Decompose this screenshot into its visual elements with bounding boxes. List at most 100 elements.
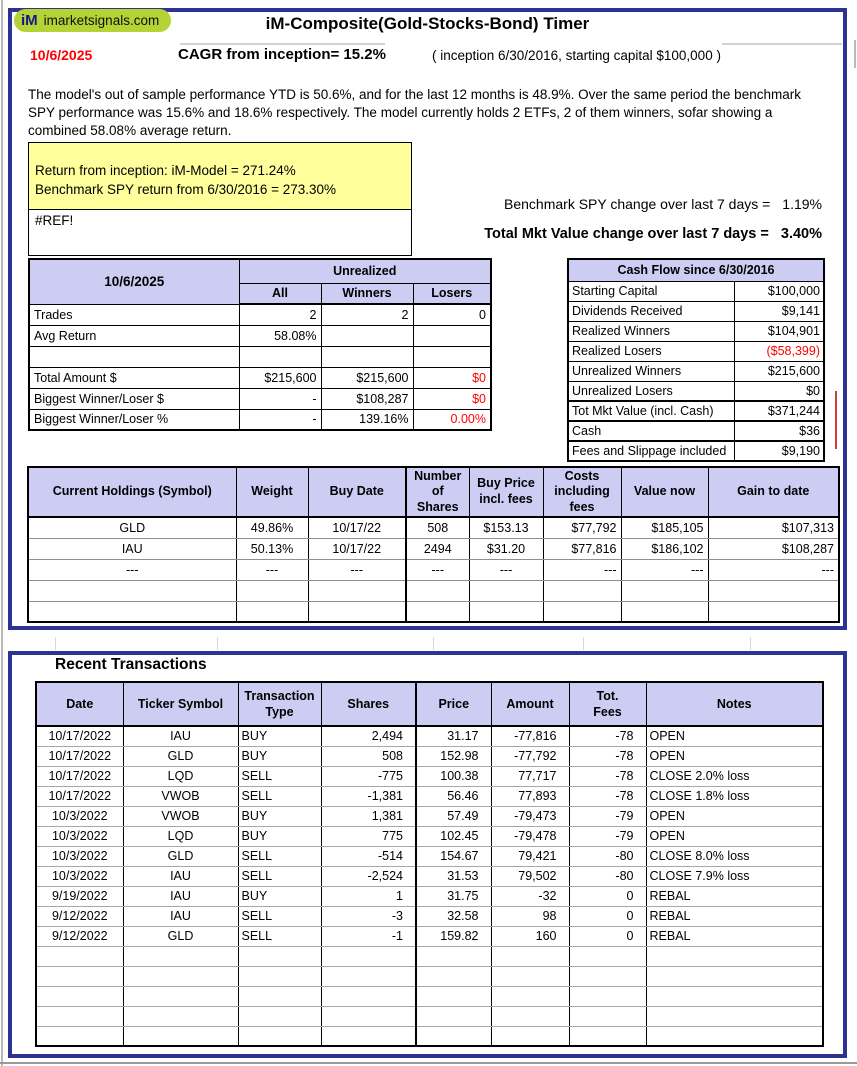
spy-7day-value: 1.19%: [782, 196, 822, 212]
table-row: 10/17/2022 LQD SELL -775 100.38 77,717 -78 CLOS…: [35, 765, 824, 787]
cell: -80: [568, 865, 647, 887]
inception-note: ( inception 6/30/2016, starting capital …: [432, 48, 721, 63]
cell-underline: [180, 43, 385, 45]
cell: REBAL: [645, 925, 824, 947]
cell: [707, 600, 840, 623]
cell: $215,600: [733, 360, 825, 382]
cell: OPEN: [645, 805, 824, 827]
window-bottom-edge: [0, 1062, 857, 1064]
table-row: --- --- --- --- --- --- --- ---: [27, 558, 840, 581]
cell: [320, 965, 417, 987]
cell: $186,102: [620, 537, 709, 560]
cell: -78: [568, 745, 647, 767]
table-row: IAU 50.13% 10/17/22 2494 $31.20 $77,816 $186,1…: [27, 537, 840, 560]
spy-7day-change: Benchmark SPY change over last 7 days = 1…: [400, 196, 822, 212]
cell: IAU: [27, 537, 237, 560]
cell: [645, 1005, 824, 1027]
cell: CLOSE 7.9% loss: [645, 865, 824, 887]
cell: OPEN: [645, 745, 824, 767]
col-header-type: Transaction Type: [237, 681, 322, 727]
table-row: 10/17/2022 IAU BUY 2,494 31.17 -77,816 -78 OPEN: [35, 725, 824, 747]
returns-highlight-box: Return from inception: iM-Model = 271.24…: [28, 142, 412, 210]
cell: [490, 1025, 570, 1047]
cell: 508: [320, 745, 417, 767]
cell: $107,313: [707, 516, 840, 539]
cell: [122, 985, 239, 1007]
cell: 79,502: [490, 865, 570, 887]
cell: $31.20: [468, 537, 544, 560]
top-report-panel: [8, 8, 847, 630]
cell: $9,190: [733, 440, 825, 462]
cell: $0: [412, 366, 492, 389]
cell: Realized Winners: [567, 320, 735, 342]
cell: 31.75: [415, 885, 492, 907]
cell: [415, 1005, 492, 1027]
cell: [122, 945, 239, 967]
cell: Realized Losers: [567, 340, 735, 362]
cashflow-title: Cash Flow since 6/30/2016: [567, 258, 825, 282]
cell: [645, 1025, 824, 1047]
cell-underline: [722, 43, 842, 45]
cell: CLOSE 8.0% loss: [645, 845, 824, 867]
model-return-line: Return from inception: iM-Model = 271.24…: [35, 163, 296, 178]
cashflow-table: Cash Flow since 6/30/2016 Starting Capit…: [567, 258, 825, 462]
cell: Unrealized Winners: [567, 360, 735, 382]
total-7day-label: Total Mkt Value change over last 7 days …: [484, 226, 769, 242]
cell: [307, 600, 407, 623]
cell: 10/3/2022: [35, 805, 124, 827]
cell: IAU: [122, 905, 239, 927]
cell: [645, 985, 824, 1007]
cell: 2494: [405, 537, 470, 560]
cell: $185,105: [620, 516, 709, 539]
site-logo[interactable]: iM imarketsignals.com: [14, 9, 172, 32]
cell: [320, 1025, 417, 1047]
table-row: Unrealized Losers $0: [567, 380, 825, 402]
col-header-winners: Winners: [320, 282, 414, 305]
col-header-buy-date: Buy Date: [307, 466, 407, 518]
cell: GLD: [27, 516, 237, 539]
cell: [468, 579, 544, 602]
table-row: 10/17/2022 GLD BUY 508 152.98 -77,792 -78 OPEN: [35, 745, 824, 767]
cell: 0: [568, 905, 647, 927]
table-header-row: Current Holdings (Symbol) Weight Buy Dat…: [27, 466, 840, 518]
col-header-symbol: Current Holdings (Symbol): [27, 466, 237, 518]
col-header-costs: Costs including fees: [542, 466, 622, 518]
cell: -32: [490, 885, 570, 907]
table-row: 9/12/2022 GLD SELL -1 159.82 160 0 REBAL: [35, 925, 824, 947]
table-row: [35, 985, 824, 1007]
table-row: 10/3/2022 IAU SELL -2,524 31.53 79,502 -80 CLOS…: [35, 865, 824, 887]
logo-im-mark: iM: [21, 12, 38, 29]
cell: VWOB: [122, 805, 239, 827]
cell: 58.08%: [238, 324, 322, 347]
cell: 775: [320, 825, 417, 847]
table-row: Biggest Winner/Loser % -139.16% 0.00%: [28, 408, 492, 431]
table-header-row: All Winners Losers: [29, 282, 492, 305]
cell: $36: [733, 420, 825, 442]
cell: ---: [468, 558, 544, 581]
col-header-price: Price: [415, 681, 492, 727]
cell: [415, 1025, 492, 1047]
cell: ---: [405, 558, 470, 581]
cell: LQD: [122, 825, 239, 847]
cell: Cash: [567, 420, 735, 442]
cell: [490, 1005, 570, 1027]
cell: [568, 1005, 647, 1027]
cell: 9/19/2022: [35, 885, 124, 907]
cell: $77,792: [542, 516, 622, 539]
col-header-date: Date: [35, 681, 124, 727]
unrealized-summary-table: 10/6/2025 Unrealized All Winners Losers …: [28, 258, 492, 431]
cell: GLD: [122, 745, 239, 767]
cell: 10/17/2022: [35, 785, 124, 807]
cell: 1,381: [320, 805, 417, 827]
red-accent-line: [835, 391, 837, 449]
cell: 508: [405, 516, 470, 539]
cell: [405, 600, 470, 623]
cell: 154.67: [415, 845, 492, 867]
cell: 2,494: [320, 725, 417, 747]
cell: BUY: [237, 725, 322, 747]
cell: 10/17/2022: [35, 745, 124, 767]
cell: 0: [568, 885, 647, 907]
cell: [122, 1025, 239, 1047]
cell: SELL: [237, 865, 322, 887]
cell: Avg Return: [28, 324, 240, 347]
